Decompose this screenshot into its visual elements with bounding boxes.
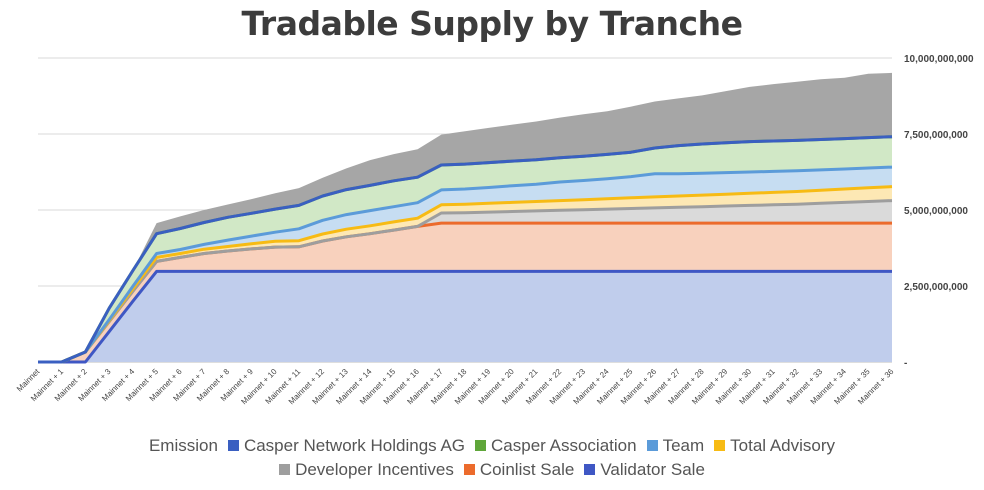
y-tick-label: - — [904, 358, 907, 369]
legend-label: Total Advisory — [730, 436, 836, 455]
legend-row-1: Emission Casper Network Holdings AG Casper… — [0, 436, 984, 456]
area-team — [38, 167, 892, 362]
legend-label: Developer Incentives — [295, 460, 454, 479]
chart-title: Tradable Supply by Tranche — [241, 4, 743, 43]
legend-swatch — [714, 440, 726, 451]
legend-item: Developer Incentives — [279, 460, 454, 480]
legend-swatch — [463, 464, 475, 475]
legend-item: Total Advisory — [714, 436, 835, 456]
area-casper-association — [38, 136, 892, 362]
legend-item: Validator Sale — [584, 460, 705, 480]
area-developer-incentives — [38, 200, 892, 362]
line-developer-incentives — [38, 199, 893, 364]
legend-label: Coinlist Sale — [479, 460, 575, 479]
legend-swatch — [227, 440, 239, 451]
line-validator-sale — [38, 269, 892, 364]
legend-label: Casper Network Holdings AG — [243, 436, 466, 455]
y-tick-label: 5,000,000,000 — [904, 206, 968, 217]
area-validator-sale — [38, 271, 892, 362]
legend-swatch — [475, 440, 487, 451]
line-casper-network-holdings-ag — [38, 135, 893, 364]
line-total-advisory — [38, 185, 893, 364]
legend-label: Validator Sale — [600, 460, 705, 479]
line-team — [38, 165, 893, 364]
legend-item: Casper Network Holdings AG — [227, 436, 466, 456]
legend-label: Casper Association — [491, 436, 637, 455]
legend-swatch — [279, 464, 291, 475]
legend-label: Emission — [148, 436, 218, 455]
legend-swatch — [584, 464, 596, 475]
y-tick-label: 10,000,000,000 — [904, 54, 974, 65]
legend-item: Emission — [149, 436, 218, 456]
legend-item: Coinlist Sale — [463, 460, 575, 480]
legend-label: Team — [662, 436, 705, 455]
area-coinlist-sale — [38, 223, 892, 362]
y-tick-label: 2,500,000,000 — [904, 282, 968, 293]
legend-swatch — [646, 440, 658, 451]
y-tick-label: 7,500,000,000 — [904, 130, 968, 141]
legend-row-2: Developer Incentives Coinlist Sale Validat… — [0, 460, 984, 480]
legend-item: Team — [646, 436, 705, 456]
legend-item: Casper Association — [475, 436, 637, 456]
